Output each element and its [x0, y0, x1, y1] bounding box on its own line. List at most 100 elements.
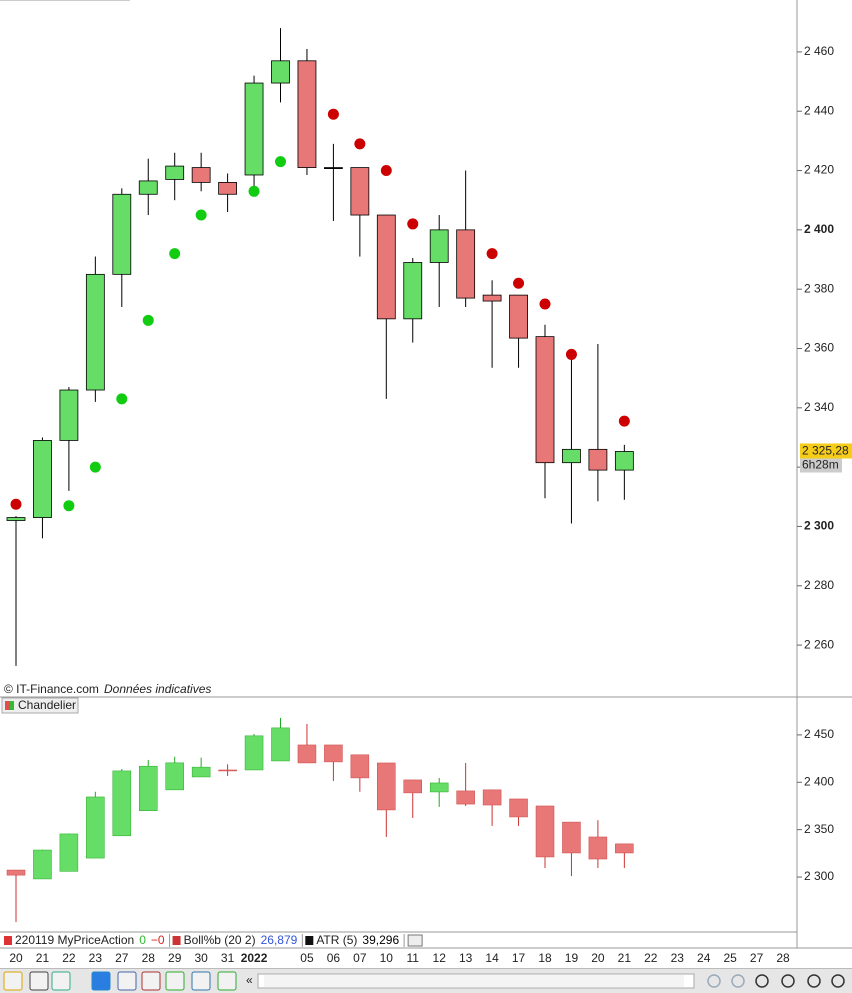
toolbar-button[interactable]	[755, 974, 769, 988]
candle-body	[562, 448, 581, 464]
x-tick-label: 29	[168, 951, 182, 965]
disclaimer: Données indicatives	[104, 682, 211, 696]
toolbar-button[interactable]	[707, 974, 721, 988]
indicator-name: Boll%b (20 2)	[184, 933, 256, 947]
toolbar-button[interactable]	[165, 971, 185, 991]
x-tick-label: 30	[194, 951, 208, 965]
y-tick-label: 2 350	[804, 822, 834, 836]
panel-icon	[5, 701, 10, 710]
candle-body	[218, 769, 237, 772]
copyright: © IT-Finance.com	[4, 682, 99, 696]
toolbar-button[interactable]	[91, 971, 111, 991]
candle-body	[6, 869, 26, 876]
indicator-name: 220119 MyPriceAction	[15, 933, 134, 947]
candle-body	[403, 262, 423, 320]
x-tick-label: 2022	[241, 951, 268, 965]
candle-body	[350, 754, 370, 779]
candle-body	[138, 180, 158, 195]
sar-dot	[142, 314, 154, 326]
candle-body	[244, 82, 264, 176]
candle-body	[429, 782, 449, 793]
candle-body	[33, 440, 52, 518]
x-tick-label: 17	[512, 951, 526, 965]
candle-body	[323, 167, 343, 169]
panel-title: Chandelier	[18, 698, 76, 712]
x-tick-label: 23	[671, 951, 685, 965]
sar-dot	[89, 461, 101, 473]
sar-dot	[327, 108, 339, 120]
restore-button[interactable]	[407, 934, 423, 947]
last-price-box	[800, 443, 852, 459]
candle-body	[588, 448, 608, 471]
indicator-value: 39,296	[362, 933, 399, 947]
sar-dot	[116, 393, 128, 405]
candle-body	[191, 766, 211, 778]
candle-body	[244, 735, 264, 771]
candle-body	[615, 843, 634, 854]
x-tick-label: 14	[485, 951, 499, 965]
toolbar-button[interactable]	[217, 971, 237, 991]
sar-dot	[539, 298, 551, 310]
sar-dot	[380, 165, 392, 177]
y-tick-label: 2 280	[804, 578, 834, 592]
candle-body	[271, 727, 290, 762]
sar-dot	[486, 248, 498, 260]
candle-body	[509, 294, 528, 339]
sar-dot	[195, 209, 207, 221]
x-tick-label: 22	[644, 951, 658, 965]
sar-dot	[354, 138, 366, 150]
indicator-icon	[305, 936, 314, 945]
candle-body	[482, 294, 502, 302]
toolbar-button[interactable]	[831, 974, 845, 988]
toolbar: «	[0, 968, 852, 993]
x-tick-label: 13	[459, 951, 473, 965]
toolbar-button[interactable]	[117, 971, 137, 991]
candle-body	[562, 821, 581, 854]
y-tick-label: 2 360	[804, 341, 834, 355]
candle-body	[139, 765, 158, 811]
sar-dot	[618, 415, 630, 427]
x-tick-label: 20	[9, 951, 23, 965]
candle-body	[509, 798, 528, 818]
candle-body	[376, 214, 396, 320]
collapse-button[interactable]: «	[246, 973, 253, 987]
countdown-box	[800, 458, 842, 473]
sar-dot	[10, 498, 22, 510]
toolbar-button[interactable]	[191, 971, 211, 991]
x-tick-label: 27	[115, 951, 129, 965]
sar-dot	[63, 500, 75, 512]
y-tick-label: 2 400	[804, 222, 834, 236]
panel-tab[interactable]	[1, 697, 79, 714]
x-tick-label: 21	[36, 951, 50, 965]
x-tick-label: 19	[565, 951, 579, 965]
sar-dot	[248, 185, 260, 197]
candle-body	[218, 182, 238, 195]
toolbar-button[interactable]	[29, 971, 49, 991]
candle-body	[271, 60, 290, 84]
candle-body	[588, 836, 608, 860]
indicator-name: ATR (5)	[316, 933, 357, 947]
toolbar-button[interactable]	[781, 974, 795, 988]
indicator-icon	[4, 936, 12, 945]
candle-body	[112, 770, 132, 837]
candle-body	[297, 60, 317, 168]
y-tick-label: 2 260	[804, 637, 834, 651]
x-tick-label: 25	[723, 951, 737, 965]
toolbar-button[interactable]	[3, 971, 23, 991]
candle-body	[456, 229, 476, 299]
toolbar-button[interactable]	[807, 974, 821, 988]
toolbar-button[interactable]	[141, 971, 161, 991]
candle-body	[350, 167, 370, 216]
toolbar-button[interactable]	[51, 971, 71, 991]
candle-body	[403, 779, 422, 794]
indicator-value: 0	[139, 933, 146, 947]
toolbar-button[interactable]	[731, 974, 745, 988]
y-tick-label: 2 440	[804, 103, 834, 117]
scroll-thumb[interactable]	[264, 975, 684, 987]
y-tick-label: 2 460	[804, 44, 834, 58]
x-tick-label: 10	[380, 951, 394, 965]
candle-body	[324, 744, 343, 763]
candle-body	[112, 193, 132, 275]
y-tick-label: 2 420	[804, 163, 834, 177]
indicator-value: −0	[151, 933, 165, 947]
